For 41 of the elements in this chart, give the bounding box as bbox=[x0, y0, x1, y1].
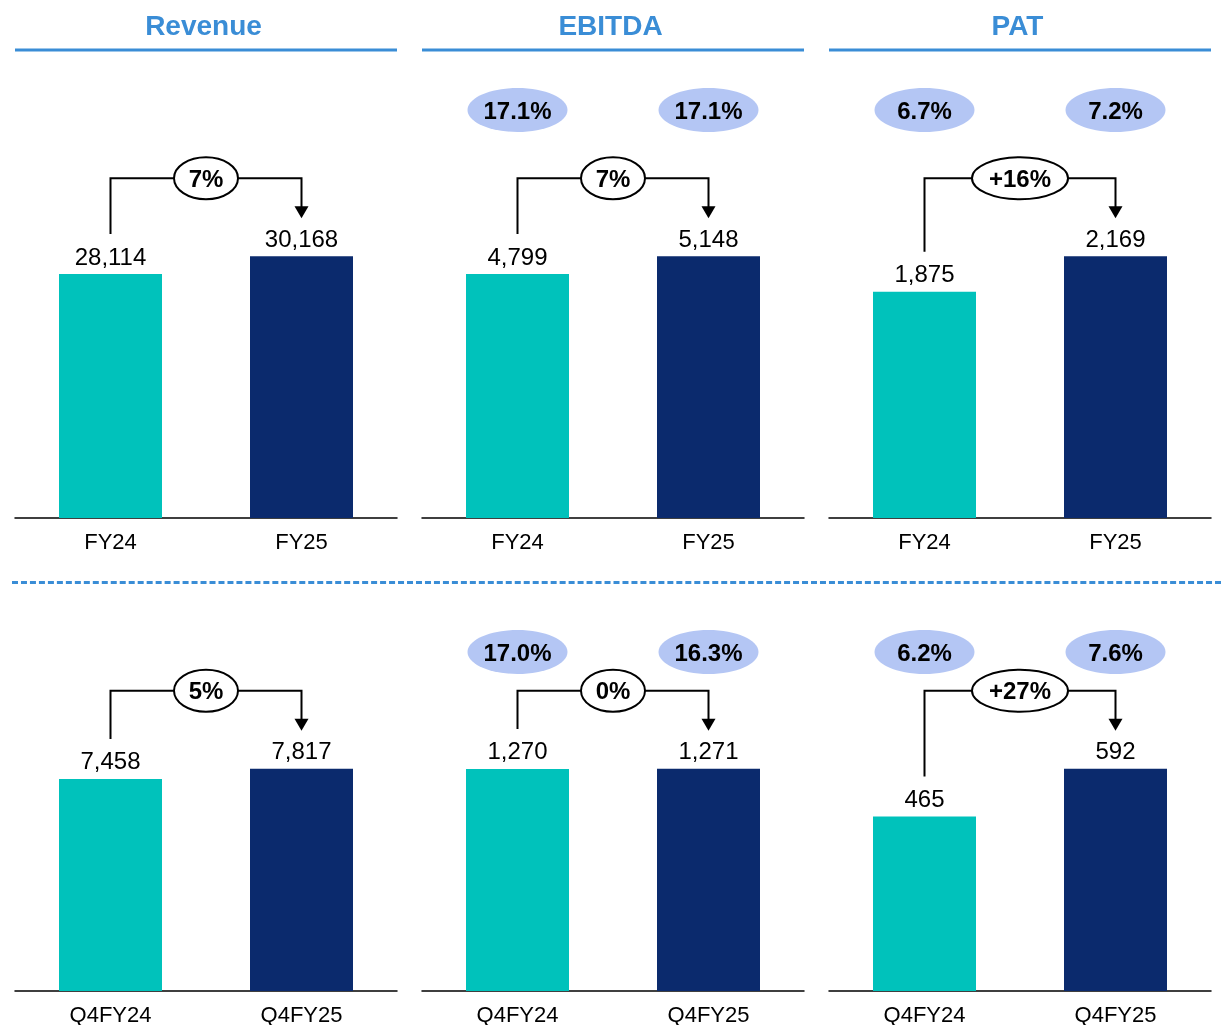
text: 7.6% bbox=[1088, 638, 1143, 666]
text: +16% bbox=[988, 164, 1052, 192]
x-tick-label: Q4FY25 bbox=[260, 1001, 343, 1025]
x-tick-label: FY24 bbox=[898, 528, 951, 554]
data-label: 4,799 bbox=[487, 242, 548, 270]
data-label: 30,168 bbox=[264, 224, 339, 252]
x-tick-label: FY25 bbox=[275, 528, 328, 554]
data-label: 7,817 bbox=[271, 737, 332, 765]
text: 5% bbox=[188, 677, 224, 705]
data-label: 592 bbox=[1095, 737, 1136, 765]
data-label: 2,169 bbox=[1085, 224, 1146, 252]
text: 17.1% bbox=[674, 96, 743, 124]
data-label: 7,458 bbox=[80, 747, 141, 775]
text: 0% bbox=[595, 677, 631, 705]
x-tick-label: FY24 bbox=[491, 528, 544, 554]
chart-title: EBITDA bbox=[558, 9, 663, 41]
x-tick-label: FY25 bbox=[682, 528, 735, 554]
data-label: 1,270 bbox=[487, 737, 548, 765]
data-label: 465 bbox=[904, 784, 945, 812]
x-tick-label: Q4FY24 bbox=[476, 1001, 559, 1025]
text: 7% bbox=[188, 164, 224, 192]
x-tick-label: FY25 bbox=[1089, 528, 1142, 554]
data-label: 1,271 bbox=[678, 737, 739, 765]
text: 7.2% bbox=[1088, 96, 1143, 124]
x-tick-label: Q4FY25 bbox=[1074, 1001, 1157, 1025]
data-label: 28,114 bbox=[74, 242, 147, 270]
x-tick-label: Q4FY24 bbox=[883, 1001, 966, 1025]
data-label: 5,148 bbox=[678, 224, 739, 252]
chart-title: Revenue bbox=[145, 9, 262, 41]
chart-title: PAT bbox=[991, 9, 1044, 41]
text: 6.7% bbox=[897, 96, 952, 124]
text: 17.1% bbox=[483, 96, 552, 124]
x-tick-label: Q4FY25 bbox=[667, 1001, 750, 1025]
x-tick-label: FY24 bbox=[84, 528, 137, 554]
data-label: 1,875 bbox=[894, 260, 955, 288]
x-tick-label: Q4FY24 bbox=[69, 1001, 152, 1025]
text: 7% bbox=[595, 164, 631, 192]
text: 17.0% bbox=[483, 638, 552, 666]
text: 6.2% bbox=[897, 638, 952, 666]
text: +27% bbox=[988, 677, 1052, 705]
text: 16.3% bbox=[674, 638, 743, 666]
